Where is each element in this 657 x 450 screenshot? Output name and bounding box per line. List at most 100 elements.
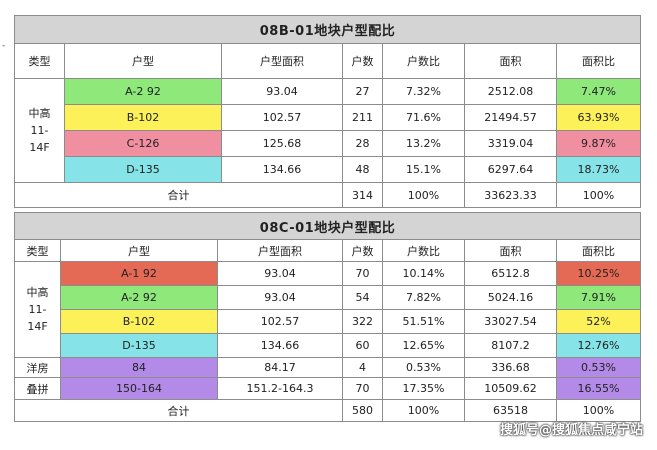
total-area: 3319.04 — [464, 130, 557, 157]
header-area-ratio: 面积比 — [555, 239, 642, 262]
count-ratio: 0.53% — [382, 357, 465, 378]
count-ratio: 7.82% — [382, 285, 465, 310]
count-ratio: 15.1% — [382, 156, 465, 183]
stray-dash: - — [2, 41, 6, 51]
unit-area: 134.66 — [221, 156, 343, 183]
area-ratio: 16.55% — [555, 377, 642, 400]
unit-name: C-126 — [64, 130, 222, 157]
area-ratio: 52% — [555, 309, 642, 334]
header-type: 类型 — [14, 43, 65, 79]
table-row: 中高 11- 14F A-2 92 93.04 27 7.32% 2512.08… — [14, 78, 641, 183]
type-label-line: 中高 — [26, 286, 49, 299]
header-unit-area: 户型面积 — [217, 239, 343, 262]
type-label-line: 14F — [27, 320, 48, 333]
type-cell: 叠拼 — [14, 377, 61, 400]
count-ratio: 17.35% — [382, 377, 465, 400]
area-ratio: 63.93% — [556, 104, 641, 131]
type-label-line: 11- — [28, 303, 47, 316]
total-area: 336.68 — [464, 357, 557, 378]
count-ratio: 71.6% — [382, 104, 465, 131]
unit-count: 211 — [342, 104, 383, 131]
header-row: 类型 户型 户型面积 户数 户数比 面积 面积比 — [14, 43, 641, 79]
unit-count: 48 — [342, 156, 383, 183]
unit-mix-table-08b: 08B-01地块户型配比 类型 户型 户型面积 户数 户数比 面积 面积比 中高… — [14, 15, 641, 208]
header-area: 面积 — [464, 239, 557, 262]
unit-name: D-135 — [60, 333, 218, 358]
total-row: 合计 314 100% 33623.33 100% — [14, 182, 641, 208]
total-area: 2512.08 — [464, 78, 557, 105]
total-area: 6297.64 — [464, 156, 557, 183]
header-unit: 户型 — [60, 239, 218, 262]
unit-area: 93.04 — [217, 285, 343, 310]
total-area-ratio: 100% — [555, 399, 642, 422]
unit-area: 151.2-164.3 — [217, 377, 343, 400]
unit-area: 84.17 — [217, 357, 343, 378]
total-area: 21494.57 — [464, 104, 557, 131]
type-label-line: 11- — [30, 124, 49, 137]
unit-count: 322 — [342, 309, 383, 334]
header-area-ratio: 面积比 — [556, 43, 641, 79]
unit-mix-table-08c: 08C-01地块户型配比 类型 户型 户型面积 户数 户数比 面积 面积比 中高… — [13, 212, 642, 422]
unit-name: B-102 — [60, 309, 218, 334]
area-ratio: 12.76% — [555, 333, 642, 358]
unit-count: 54 — [342, 285, 383, 310]
unit-name: A-2 92 — [64, 78, 222, 105]
header-type: 类型 — [14, 239, 61, 262]
table-row: B-102 102.57 322 51.51% 33027.54 52% — [15, 309, 642, 334]
count-ratio: 12.65% — [382, 333, 465, 358]
area-ratio: 7.47% — [556, 78, 641, 105]
total-area-sum: 33623.33 — [464, 182, 557, 208]
unit-name: 84 — [60, 357, 218, 378]
unit-area: 102.57 — [217, 309, 343, 334]
total-count: 580 — [342, 399, 383, 422]
table-row: 中高 11- 14F A-1 92 93.04 70 10.14% 6512.8… — [14, 261, 642, 358]
count-ratio: 10.14% — [382, 261, 465, 286]
total-label: 合计 — [14, 399, 343, 422]
unit-area: 93.04 — [217, 261, 343, 286]
table-row: C-126 125.68 28 13.2% 3319.04 9.87% — [15, 130, 641, 157]
total-count-ratio: 100% — [382, 182, 465, 208]
header-row: 类型 户型 户型面积 户数 户数比 面积 面积比 — [14, 239, 642, 262]
total-label: 合计 — [14, 182, 343, 208]
type-label-line: 14F — [29, 141, 50, 154]
total-area-ratio: 100% — [556, 182, 641, 208]
type-cell: 洋房 — [14, 357, 61, 378]
total-area: 10509.62 — [464, 377, 557, 400]
unit-area: 93.04 — [221, 78, 343, 105]
count-ratio: 13.2% — [382, 130, 465, 157]
watermark: 搜狐号@搜狐焦点咸宁站 — [499, 423, 643, 438]
unit-area: 134.66 — [217, 333, 343, 358]
table-row: 叠拼 150-164 151.2-164.3 70 17.35% 10509.6… — [14, 377, 642, 400]
area-ratio: 0.53% — [555, 357, 642, 378]
area-ratio: 18.73% — [556, 156, 641, 183]
table-row: B-102 102.57 211 71.6% 21494.57 63.93% — [15, 104, 641, 131]
header-unit: 户型 — [64, 43, 222, 79]
table-row: D-135 134.66 60 12.65% 8107.2 12.76% — [15, 333, 642, 358]
type-cell: 中高 11- 14F — [14, 78, 65, 183]
header-count: 户数 — [342, 239, 383, 262]
area-ratio: 9.87% — [556, 130, 641, 157]
unit-count: 27 — [342, 78, 383, 105]
table-title: 08B-01地块户型配比 — [14, 15, 641, 44]
unit-count: 60 — [342, 333, 383, 358]
total-area: 33027.54 — [464, 309, 557, 334]
table-title: 08C-01地块户型配比 — [13, 212, 642, 240]
type-label-line: 中高 — [28, 107, 51, 120]
unit-name: B-102 — [64, 104, 222, 131]
table-row: D-135 134.66 48 15.1% 6297.64 18.73% — [15, 156, 641, 183]
unit-area: 125.68 — [221, 130, 343, 157]
type-cell: 中高 11- 14F — [14, 261, 61, 358]
count-ratio: 51.51% — [382, 309, 465, 334]
header-count-ratio: 户数比 — [382, 239, 465, 262]
unit-name: A-1 92 — [60, 261, 218, 286]
unit-count: 70 — [342, 377, 383, 400]
unit-name: D-135 — [64, 156, 222, 183]
total-count-ratio: 100% — [382, 399, 465, 422]
area-ratio: 7.91% — [555, 285, 642, 310]
total-area: 8107.2 — [464, 333, 557, 358]
header-unit-area: 户型面积 — [221, 43, 343, 79]
unit-count: 70 — [342, 261, 383, 286]
header-area: 面积 — [464, 43, 557, 79]
unit-area: 102.57 — [221, 104, 343, 131]
unit-name: A-2 92 — [60, 285, 218, 310]
